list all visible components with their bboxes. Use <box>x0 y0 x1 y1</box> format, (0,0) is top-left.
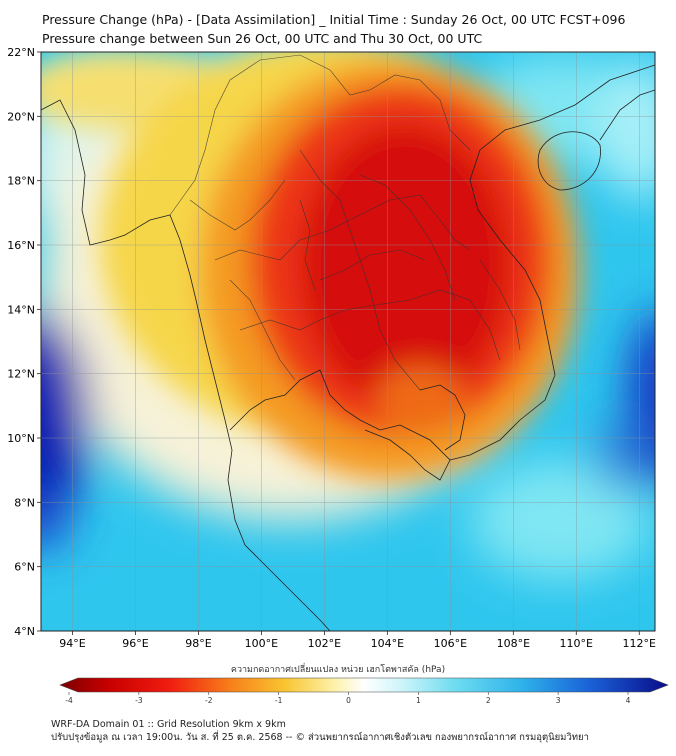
colorbar-tick-label: 4 <box>626 696 631 705</box>
lat-label: 4°N <box>14 625 35 638</box>
colorbar-tick-label: 3 <box>556 696 561 705</box>
lon-label: 100°E <box>245 637 278 650</box>
map-frame <box>40 51 656 632</box>
colorbar-ticks: -4 -3 -2 -1 0 1 2 3 4 <box>65 692 631 705</box>
lat-label: 10°N <box>7 432 35 445</box>
colorbar-tick-label: 1 <box>416 696 421 705</box>
lon-label: 110°E <box>560 637 593 650</box>
lon-label: 112°E <box>623 637 656 650</box>
lat-label: 20°N <box>7 110 35 123</box>
colorbar-strip <box>59 677 669 693</box>
colorbar-tick-label: -3 <box>135 696 143 705</box>
lon-label: 104°E <box>371 637 404 650</box>
footer-line-2: ปรับปรุงข้อมูล ณ เวลา 19:00น. วัน ส. ที่… <box>51 732 589 743</box>
footer-line-1: WRF-DA Domain 01 :: Grid Resolution 9km … <box>51 719 286 730</box>
lon-label: 106°E <box>434 637 467 650</box>
colorbar-tick-label: -2 <box>205 696 213 705</box>
lat-label: 22°N <box>7 46 35 59</box>
admin-borders <box>169 54 521 391</box>
lat-label: 12°N <box>7 368 35 381</box>
lon-label: 96°E <box>122 637 148 650</box>
title-line-2: Pressure change between Sun 26 Oct, 00 U… <box>42 31 483 46</box>
lon-label: 94°E <box>59 637 85 650</box>
lon-label: 102°E <box>308 637 341 650</box>
lon-label: 98°E <box>185 637 211 650</box>
title-line-1: Pressure Change (hPa) - [Data Assimilati… <box>42 12 626 27</box>
lat-label: 6°N <box>14 561 35 574</box>
footer: WRF-DA Domain 01 :: Grid Resolution 9km … <box>51 718 589 744</box>
coastlines <box>41 64 655 631</box>
lat-label: 16°N <box>7 239 35 252</box>
colorbar-tick-label: -4 <box>65 696 73 705</box>
colorbar-tick-label: 0 <box>346 696 351 705</box>
latitude-axis: 22°N 20°N 18°N 16°N 14°N 12°N 10°N 8°N 6°N 4°N <box>7 46 41 638</box>
lat-label: 18°N <box>7 175 35 188</box>
lat-label: 14°N <box>7 303 35 316</box>
lat-label: 8°N <box>14 496 35 509</box>
graticule <box>41 51 655 632</box>
colorbar: -4 -3 -2 -1 0 1 2 3 4 <box>59 677 669 705</box>
colorbar-tick-label: 2 <box>486 696 491 705</box>
lon-label: 108°E <box>497 637 530 650</box>
colorbar-tick-label: -1 <box>275 696 283 705</box>
pressure-field <box>41 52 655 631</box>
chart-title: Pressure Change (hPa) - [Data Assimilati… <box>42 10 625 48</box>
longitude-axis: 94°E 96°E 98°E 100°E 102°E 104°E 106°E 108°E 110… <box>59 631 656 650</box>
colorbar-title: ความกดอากาศเปลี่ยนแปลง หน่วย เฮกโตพาสคัล… <box>230 665 446 675</box>
